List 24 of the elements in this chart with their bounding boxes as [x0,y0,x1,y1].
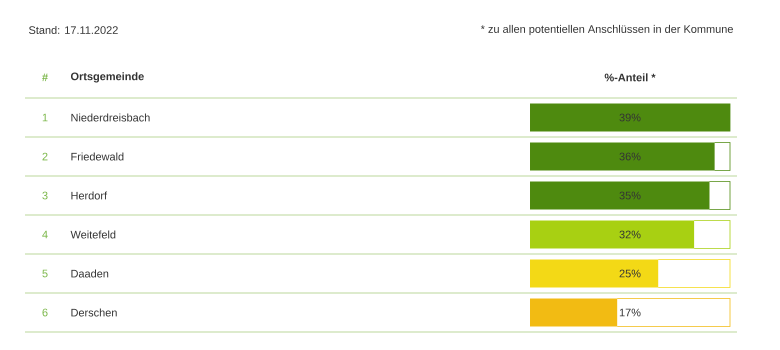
text: 5 [42,270,48,278]
y-tick-label: Derschen [71,308,117,317]
x-axis-title: %-Anteil * [604,73,656,82]
text: 1 [42,114,48,122]
text: 6 [42,308,48,316]
text: # [42,74,48,82]
text: Stand: 17.11.2022 [29,26,118,34]
y-tick-label: Friedewald [71,152,124,161]
data-label: 25% [620,270,641,278]
y-tick-label: Herdorf [71,191,108,200]
data-label: 36% [619,152,641,160]
y-tick-label: Weitefeld [70,230,116,239]
data-label: 39% [619,114,641,122]
data-label: 32% [619,230,641,238]
y-axis-title: Ortsgemeinde [70,72,144,82]
text: 3 [42,192,48,200]
data-label: 35% [619,192,641,200]
chart-subtitle: * zu allen potentiellen Anschlüssen in der Kommune [480,24,733,36]
y-tick-label: Niederdreisbach [71,113,150,122]
text: 4 [42,230,48,238]
bar [530,104,730,132]
text: 2 [42,152,48,160]
y-tick-label: Daaden [71,269,108,278]
data-label: 17% [620,308,641,316]
